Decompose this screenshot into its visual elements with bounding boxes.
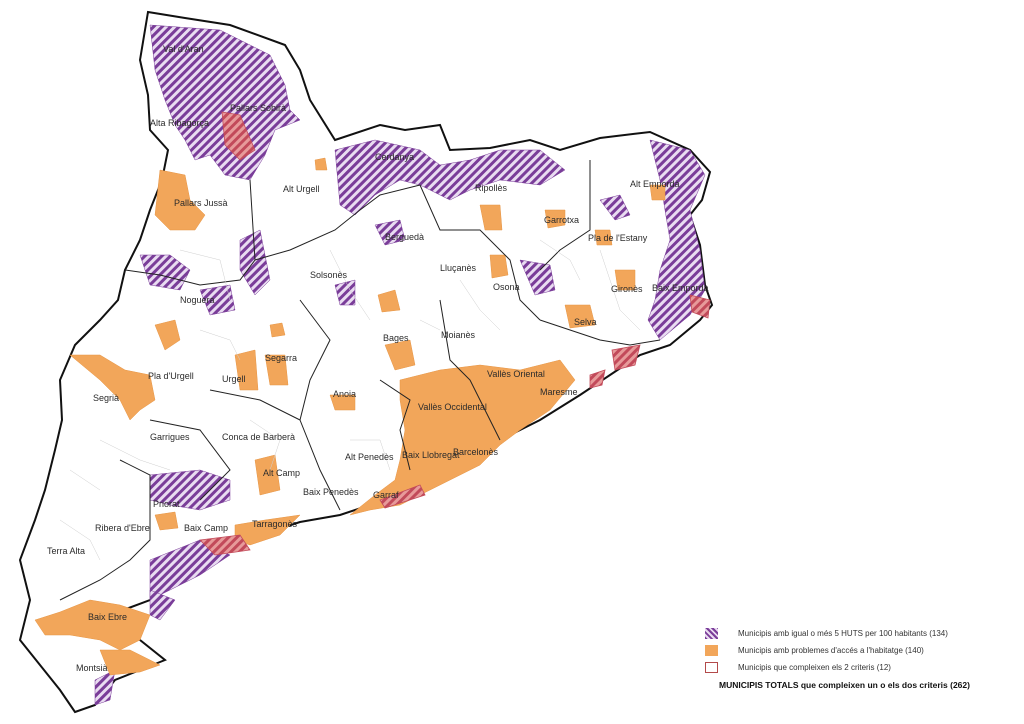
comarca-label: Ripollès [475, 183, 508, 193]
comarca-label: Alt Empordà [630, 179, 680, 189]
comarca-label: Segrià [93, 393, 119, 403]
comarca-label: Lluçanès [440, 263, 477, 273]
comarca-label: Anoia [333, 389, 356, 399]
comarca-label: Garrotxa [544, 215, 579, 225]
legend-item-housing: Municipis amb problemes d'accés a l'habi… [705, 642, 1005, 659]
comarca-label: Terra Alta [47, 546, 85, 556]
comarca-label: Barcelonès [453, 447, 499, 457]
legend-label: Municipis amb igual o més 5 HUTS per 100… [738, 629, 948, 638]
comarca-label: Berguedà [385, 232, 424, 242]
hatch-swatch-icon [705, 628, 718, 639]
comarca-label: Solsonès [310, 270, 348, 280]
comarca-label: Garrigues [150, 432, 190, 442]
comarca-label: Montsià [76, 663, 108, 673]
legend-label: Municipis que compleixen els 2 criteris … [738, 663, 891, 672]
comarca-label: Pla d'Urgell [148, 371, 194, 381]
comarca-label: Vallès Oriental [487, 369, 545, 379]
comarca-label: Segarra [265, 353, 297, 363]
comarca-label: Priorat [153, 499, 180, 509]
comarca-label: Alt Camp [263, 468, 300, 478]
comarca-label: Maresme [540, 387, 578, 397]
comarca-label: Conca de Barberà [222, 432, 295, 442]
comarca-label: Baix Empordà [652, 283, 709, 293]
comarca-label: Gironès [611, 284, 643, 294]
both-criteria-areas [199, 111, 711, 556]
legend: Municipis amb igual o més 5 HUTS per 100… [705, 625, 1005, 690]
red-outline-swatch-icon [705, 662, 718, 673]
comarca-label: Alt Urgell [283, 184, 320, 194]
comarca-label: Urgell [222, 374, 246, 384]
comarca-label: Ribera d'Ebre [95, 523, 150, 533]
comarca-label: Val d'Aran [163, 44, 204, 54]
comarca-label: Garraf [373, 490, 399, 500]
comarca-label: Moianès [441, 330, 476, 340]
comarca-label: Tarragonès [252, 519, 298, 529]
comarca-label: Pla de l'Estany [588, 233, 648, 243]
comarca-label: Baix Camp [184, 523, 228, 533]
catalonia-outline [18, 10, 714, 714]
comarca-label: Baix Llobregat [402, 450, 460, 460]
orange-swatch-icon [705, 645, 718, 656]
comarca-label: Cerdanya [375, 152, 414, 162]
comarca-label: Alta Ribagorça [150, 118, 209, 128]
comarca-label: Bages [383, 333, 409, 343]
municipal-lines [59, 239, 641, 561]
legend-item-both: Municipis que compleixen els 2 criteris … [705, 659, 1005, 676]
comarca-label: Baix Ebre [88, 612, 127, 622]
legend-label: Municipis amb problemes d'accés a l'habi… [738, 646, 924, 655]
comarca-labels: Val d'Aran Pallars Sobirà Alta Ribagorça Ce… [47, 44, 709, 673]
comarca-label: Pallars Sobirà [230, 103, 286, 113]
comarca-label: Osona [493, 282, 520, 292]
housing-problems-areas [34, 157, 666, 676]
legend-item-huts: Municipis amb igual o més 5 HUTS per 100… [705, 625, 1005, 642]
legend-total: MUNICIPIS TOTALS que compleixen un o els… [719, 680, 970, 690]
comarca-label: Baix Penedès [303, 487, 359, 497]
comarca-label: Noguera [180, 295, 215, 305]
huts-areas [94, 24, 706, 706]
comarca-label: Selva [574, 317, 597, 327]
comarca-boundaries [59, 160, 661, 601]
comarca-label: Pallars Jussà [174, 198, 228, 208]
comarca-label: Alt Penedès [345, 452, 394, 462]
comarca-label: Vallès Occidental [418, 402, 487, 412]
